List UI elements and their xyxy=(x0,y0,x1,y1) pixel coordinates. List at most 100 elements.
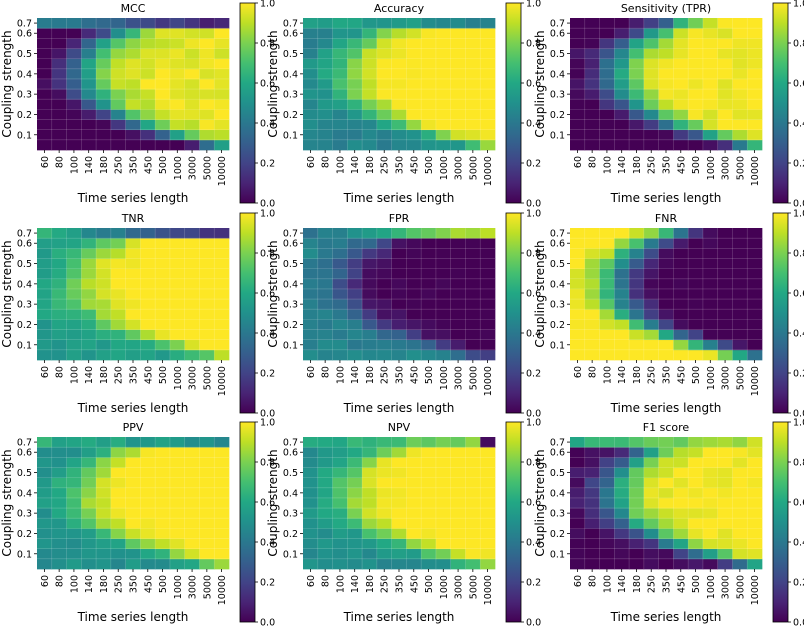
heatmap-cell xyxy=(702,548,719,560)
heatmap-cell xyxy=(214,558,230,570)
heatmap-cell xyxy=(673,447,689,458)
heatmap-cell xyxy=(480,548,496,560)
heatmap-cell xyxy=(155,548,171,560)
colorbar-tick-label: 0.2 xyxy=(260,578,275,589)
heatmap-cell xyxy=(317,538,333,550)
heatmap-cell xyxy=(140,78,156,90)
heatmap-cell xyxy=(169,119,186,131)
heatmap-cell xyxy=(376,28,392,39)
heatmap-cell xyxy=(450,38,466,49)
heatmap-cell xyxy=(169,139,186,151)
colorbar-tick-label: 1.0 xyxy=(793,418,804,429)
x-tick-label: 3000 xyxy=(454,575,465,599)
heatmap-cell xyxy=(629,548,645,560)
colorbar-tick-label: 0.0 xyxy=(793,618,804,629)
heatmap-cell xyxy=(480,139,496,151)
x-tick-label: 140 xyxy=(350,156,361,174)
heatmap-cell xyxy=(480,528,496,539)
heatmap-cell xyxy=(317,437,333,448)
heatmap-cell xyxy=(66,558,82,570)
heatmap-cell xyxy=(435,558,452,570)
heatmap-cell xyxy=(450,89,466,100)
heatmap-cell xyxy=(199,228,215,239)
heatmap-cell xyxy=(702,518,719,529)
heatmap-cell xyxy=(155,129,171,141)
heatmap-cell xyxy=(732,38,748,49)
x-tick-label: 80 xyxy=(55,156,66,168)
heatmap-cell xyxy=(614,319,630,330)
heatmap-cell xyxy=(199,477,215,489)
heatmap-cell xyxy=(376,299,392,310)
heatmap-cell xyxy=(629,268,645,280)
heatmap-cell xyxy=(169,38,186,49)
heatmap-cell xyxy=(362,437,378,448)
heatmap-cell xyxy=(747,309,763,320)
heatmap-cell xyxy=(599,477,615,489)
heatmap-cell xyxy=(303,228,319,239)
heatmap-cell xyxy=(421,228,437,239)
heatmap-cell xyxy=(96,457,112,468)
heatmap-cell xyxy=(599,58,615,70)
heatmap-cell xyxy=(599,68,615,80)
heatmap-cell xyxy=(110,329,126,341)
heatmap-cell xyxy=(37,437,53,448)
heatmap-cell xyxy=(140,528,156,539)
x-tick-label: 500 xyxy=(691,156,702,174)
heatmap-cell xyxy=(435,258,452,269)
heatmap-cell xyxy=(584,238,600,249)
heatmap-cell xyxy=(51,339,67,351)
colorbar-tick-label: 0.4 xyxy=(260,329,275,340)
heatmap-cell xyxy=(140,447,156,458)
heatmap-cell xyxy=(332,558,348,570)
heatmap-cell xyxy=(614,58,630,70)
x-tick-label: 500 xyxy=(158,156,169,174)
heatmap-cell xyxy=(614,288,630,300)
heatmap-cell xyxy=(732,68,748,80)
heatmap-cell xyxy=(717,508,733,519)
heatmap-cell xyxy=(347,477,363,489)
heatmap-cell xyxy=(81,538,97,550)
heatmap-cell xyxy=(81,329,97,341)
heatmap-cell xyxy=(66,497,82,509)
heatmap-cell xyxy=(125,329,141,341)
heatmap-cell xyxy=(362,139,378,151)
heatmap-cell xyxy=(421,258,437,269)
heatmap-cell xyxy=(362,467,378,478)
heatmap-cell xyxy=(435,467,452,478)
colorbar-tick-label: 0.2 xyxy=(526,159,541,170)
heatmap-cell xyxy=(658,248,674,259)
heatmap-cell xyxy=(110,48,126,59)
heatmap-cell xyxy=(673,548,689,560)
heatmap-cell xyxy=(421,447,437,458)
heatmap-cell xyxy=(702,139,719,151)
heatmap-cell xyxy=(658,457,674,468)
heatmap-cell xyxy=(169,329,186,341)
y-tick-label: 0.5 xyxy=(17,468,32,479)
heatmap-cell xyxy=(688,109,704,120)
heatmap-cell xyxy=(110,518,126,529)
heatmap-cell xyxy=(66,99,82,110)
colorbar-tick-label: 1.0 xyxy=(793,0,804,10)
heatmap-cell xyxy=(717,339,733,351)
x-axis-label: Time series length xyxy=(343,610,455,624)
heatmap-cell xyxy=(214,477,230,489)
colorbar-tick-label: 0.6 xyxy=(793,289,804,300)
heatmap-cell xyxy=(376,447,392,458)
heatmap-cell xyxy=(465,508,481,519)
heatmap-cell xyxy=(376,48,392,59)
heatmap-cell xyxy=(81,89,97,100)
heatmap-cell xyxy=(376,99,392,110)
heatmap-cell xyxy=(66,437,82,448)
heatmap-cell xyxy=(332,18,348,29)
heatmap-cell xyxy=(184,238,200,249)
heatmap-cell xyxy=(214,268,230,280)
heatmap-cell xyxy=(643,278,659,290)
heatmap-cell xyxy=(584,28,600,39)
heatmap-cell xyxy=(140,119,156,131)
heatmap-cell xyxy=(155,228,171,239)
heatmap-cell xyxy=(732,528,748,539)
heatmap-cell xyxy=(155,58,171,70)
x-tick-label: 60 xyxy=(573,366,584,378)
heatmap-cell xyxy=(81,339,97,351)
colorbar-tick-label: 1.0 xyxy=(526,209,541,220)
